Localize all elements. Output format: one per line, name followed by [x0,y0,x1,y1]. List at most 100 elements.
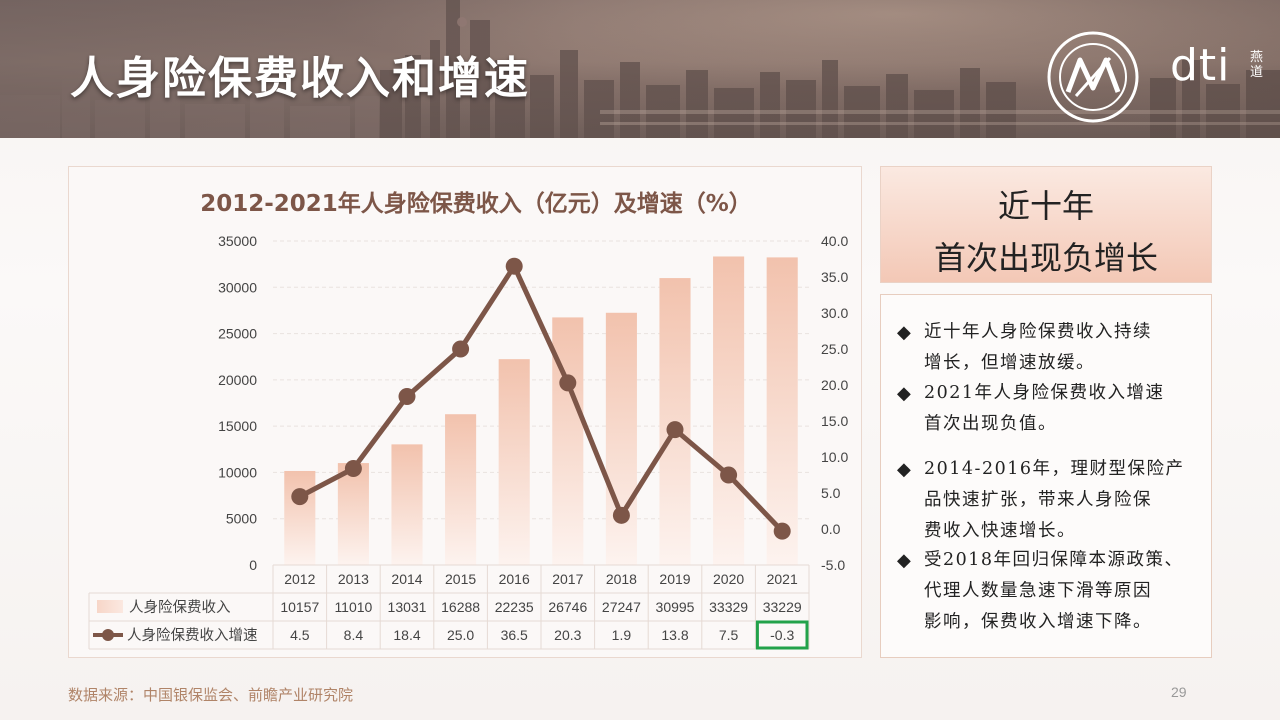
legend-bar-swatch [97,600,123,613]
growth-point-2015 [452,340,470,358]
growth-point-2018 [612,506,630,524]
bar-2014 [391,444,423,565]
legend-line-marker [102,629,114,641]
right-tick-label: 25.0 [821,341,848,357]
growth-point-2017 [559,374,577,392]
growth-line [298,263,785,533]
note-line: 受2018年回归保障本源政策、 [924,550,1184,570]
diamond-bullet-icon: ◆ [897,322,913,343]
diamond-bullet-icon: ◆ [897,459,913,480]
bar-value-label: 13031 [388,599,427,615]
brand-cn-label: 燕道 [1250,50,1264,80]
category-label: 2012 [284,571,315,587]
left-tick-label: 10000 [218,464,257,480]
note-item: ◆ 受2018年回归保障本源政策、 代理人数量急速下滑等原因 影响，保费收入增速… [897,545,1203,638]
bar-value-label: 22235 [495,599,534,615]
category-label: 2019 [659,571,690,587]
left-tick-label: 30000 [218,279,257,295]
source-note: 数据来源：中国银保监会、前瞻产业研究院 [68,686,354,704]
bar-value-label: 27247 [602,599,641,615]
headline-box: 近十年 首次出现负增长 [880,166,1212,283]
bar-2013 [337,463,369,565]
legend-label-line: 人身险保费收入增速 [127,627,258,644]
right-tick-label: 40.0 [821,233,848,249]
category-label: 2014 [391,571,422,587]
note-item: ◆ 近十年人身险保费收入持续 增长，但增速放缓。 [897,317,1203,379]
note-line: 费收入快速增长。 [924,521,1076,541]
header-banner: 人身险保费收入和增速 dti 燕道 [0,0,1280,138]
bar-2016 [498,359,530,565]
category-label: 2021 [767,571,798,587]
note-line: 影响，保费收入增速下降。 [924,612,1152,632]
bar-2012 [284,470,316,565]
growth-value-label: 13.8 [661,627,688,643]
combo-chart: 2012-2021年人身险保费收入（亿元）及增速（%） 35000 30000 25… [88,190,848,650]
growth-value-label: 1.9 [612,627,632,643]
notes-box: ◆ 近十年人身险保费收入持续 增长，但增速放缓。 ◆ 2021年人身险保费收入增… [880,294,1212,658]
right-tick-label: -5.0 [821,557,845,573]
right-tick-label: 15.0 [821,413,848,429]
growth-point-2020 [720,466,738,484]
growth-value-label: 4.5 [290,627,310,643]
chart-panel: 2012-2021年人身险保费收入（亿元）及增速（%） 35000 30000 25… [68,166,862,658]
right-tick-label: 0.0 [821,521,841,537]
right-tick-label: 10.0 [821,449,848,465]
bar-value-label: 30995 [656,599,695,615]
diamond-bullet-icon: ◆ [897,550,913,571]
growth-value-label: 25.0 [447,627,474,643]
note-line: 近十年人身险保费收入持续 [924,322,1152,342]
growth-point-2014 [398,388,416,406]
note-line: 增长，但增速放缓。 [924,353,1095,373]
note-line: 首次出现负值。 [924,414,1057,434]
note-item: ◆ 2014-2016年，理财型保险产 品快速扩张，带来人身险保 费收入快速增长… [897,454,1203,547]
bar-value-label: 11010 [334,599,372,615]
growth-point-2021 [773,522,791,540]
left-tick-label: 0 [249,557,257,573]
left-tick-label: 25000 [218,326,257,342]
right-tick-label: 30.0 [821,305,848,321]
bar-2021 [766,257,798,565]
left-tick-label: 5000 [226,511,257,527]
bar-value-label: 16288 [441,599,480,615]
page-number: 29 [1171,684,1187,700]
category-label: 2018 [606,571,637,587]
growth-value-label: 8.4 [344,627,364,643]
left-tick-label: 20000 [218,372,257,388]
right-tick-label: 20.0 [821,377,848,393]
growth-value-label: 36.5 [501,627,528,643]
headline-line2: 首次出现负增长 [933,239,1158,277]
headline-line1: 近十年 [997,187,1094,225]
banner-fade [0,0,1280,138]
diamond-bullet-icon: ◆ [897,383,913,404]
highlight-box [755,620,809,650]
category-label: 2016 [499,571,530,587]
bar-2015 [445,414,477,565]
growth-point-2019 [666,421,684,439]
line-series [291,257,791,540]
left-axis-ticks: 35000 30000 25000 20000 15000 10000 5000 0 [218,233,257,573]
category-label: 2020 [713,571,744,587]
growth-point-2012 [291,488,309,506]
institute-seal-logo [1047,31,1139,123]
bar-2018 [605,312,637,565]
right-tick-label: 5.0 [821,485,841,501]
right-tick-label: 35.0 [821,269,848,285]
bar-series [284,256,798,565]
category-label: 2013 [338,571,369,587]
note-item: ◆ 2021年人身险保费收入增速 首次出现负值。 [897,378,1203,440]
page-title: 人身险保费收入和增速 [70,53,530,104]
growth-value-label: 18.4 [393,627,420,643]
brand-wordmark: dti [1170,40,1231,91]
legend-label-bar: 人身险保费收入 [129,599,231,616]
category-label: 2017 [552,571,583,587]
bar-2020 [713,256,745,565]
left-tick-label: 35000 [218,233,257,249]
category-label: 2015 [445,571,476,587]
right-axis-ticks: 40.0 35.0 30.0 25.0 20.0 15.0 10.0 5.0 0.0 -5.0 [821,233,848,573]
left-tick-label: 15000 [218,418,257,434]
bar-value-label: 33229 [763,599,802,615]
bar-value-label: 26746 [548,599,587,615]
bar-value-label: 33329 [709,599,748,615]
note-line: 品快速扩张，带来人身险保 [924,490,1152,510]
growth-point-2013 [344,460,362,478]
